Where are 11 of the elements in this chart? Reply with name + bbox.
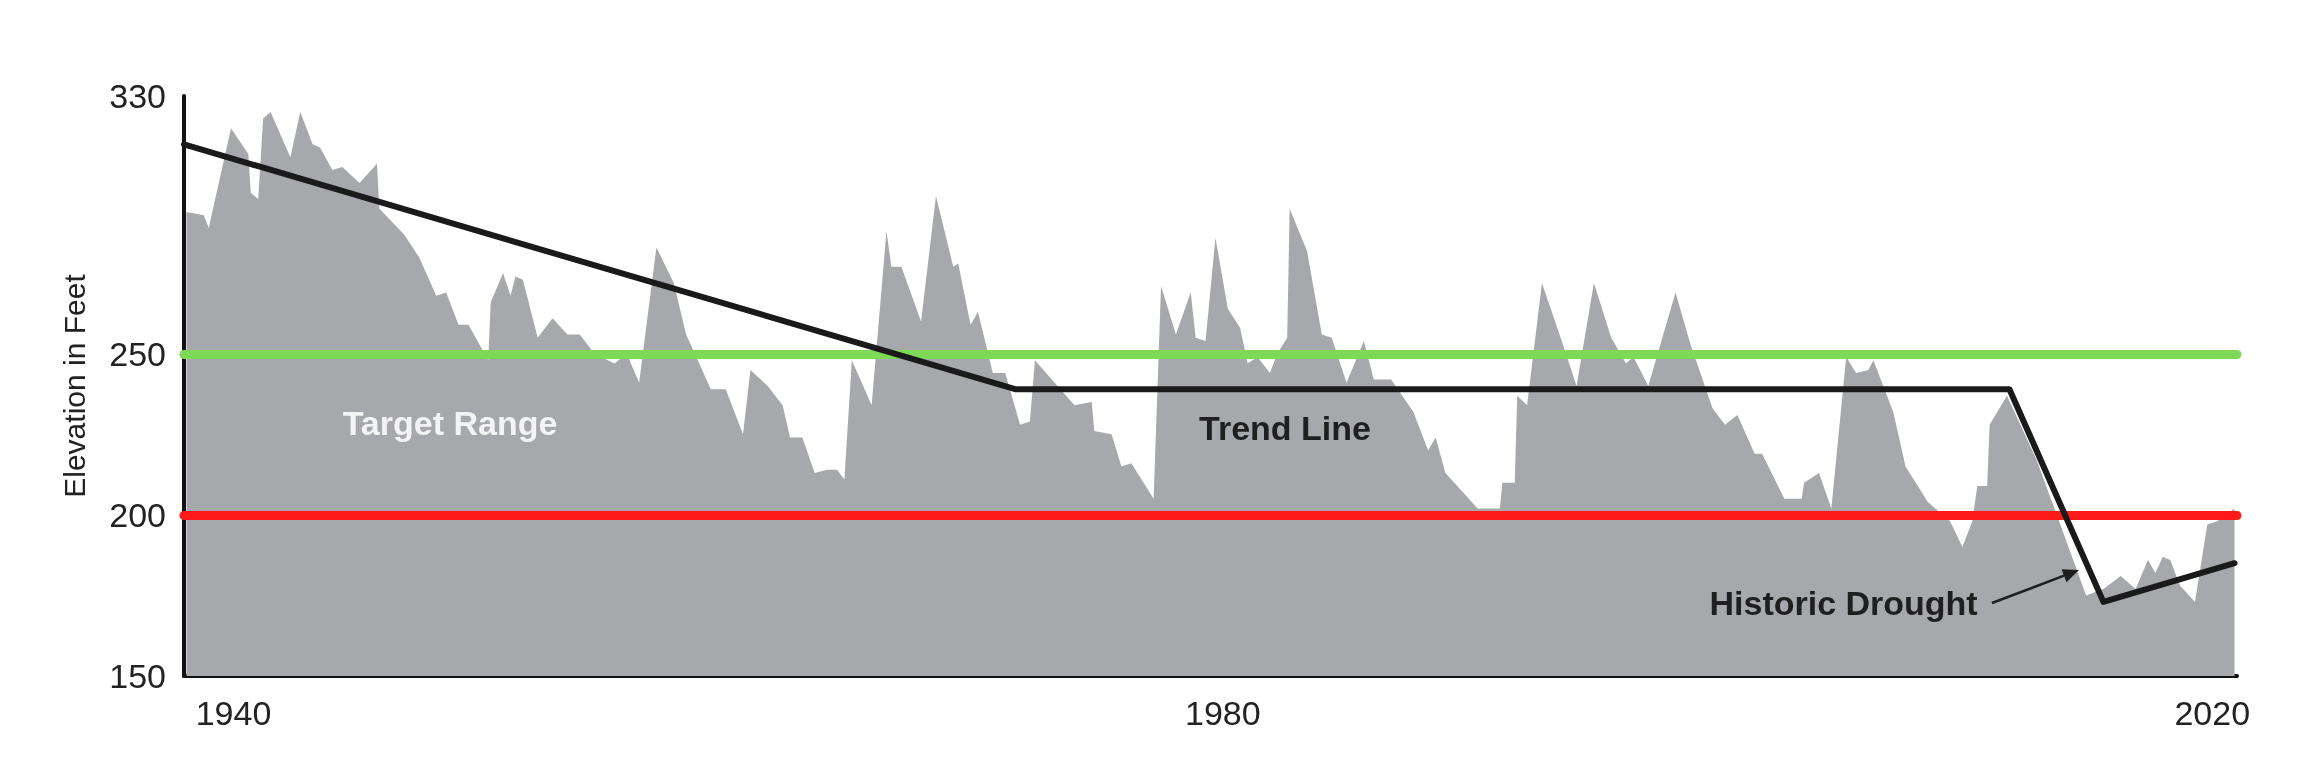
- y-tick-label: 250: [109, 334, 166, 373]
- annotation: Target Range: [342, 404, 558, 442]
- y-tick-label: 330: [109, 77, 166, 115]
- y-tick-label: 200: [109, 495, 166, 534]
- y-tick-label: 150: [109, 657, 166, 695]
- x-tick-label: 1940: [195, 694, 272, 732]
- x-tick-label: 1980: [1185, 694, 1261, 732]
- x-tick-label: 2020: [2174, 694, 2251, 732]
- annotation: Trend Line: [1199, 409, 1371, 447]
- y-axis-title: Elevation in Feet: [57, 273, 91, 498]
- annotation: Historic Drought: [1709, 583, 1978, 622]
